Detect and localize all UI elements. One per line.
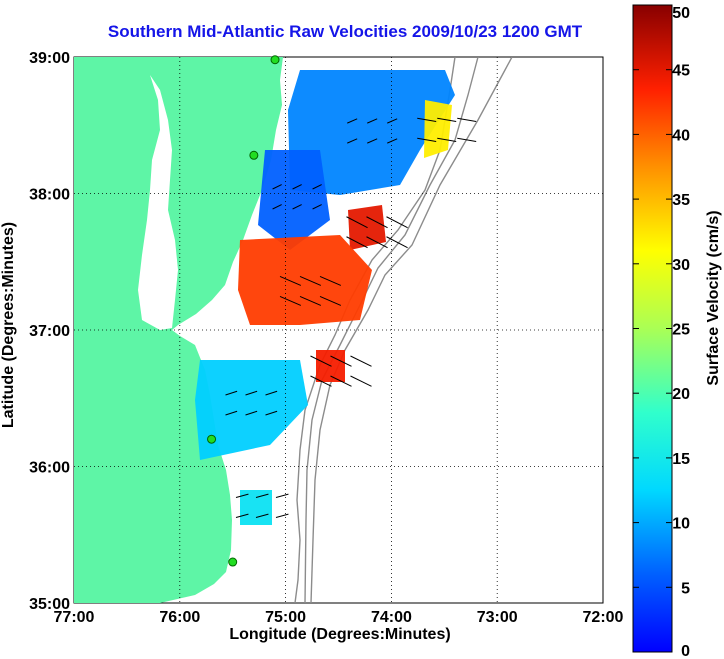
velocity-arrow — [346, 236, 368, 249]
velocity-arrow — [275, 513, 289, 518]
velocity-arrow — [235, 513, 249, 518]
velocity-arrow — [310, 375, 332, 387]
velocity-arrow — [437, 137, 457, 142]
velocity-arrow — [347, 138, 358, 144]
velocity-arrow — [457, 117, 477, 122]
velocity-arrow — [366, 216, 388, 229]
x-tick-label: 74:00 — [371, 609, 412, 626]
velocity-arrow — [275, 493, 289, 498]
velocity-arrow — [386, 216, 408, 229]
y-tick-label: 39:00 — [29, 50, 70, 67]
velocity-arrow — [299, 275, 322, 286]
velocity-arrow — [265, 390, 278, 396]
y-tick-label: 36:00 — [29, 460, 70, 477]
velocity-arrow — [225, 390, 238, 396]
velocity-arrow — [367, 118, 378, 124]
x-tick-label: 77:00 — [54, 609, 95, 626]
radar-station-marker — [270, 55, 280, 65]
colorbar-label: Surface Velocity (cm/s) — [705, 210, 722, 385]
velocity-arrow — [292, 204, 302, 210]
colorbar-tick-label: 0 — [681, 643, 690, 659]
velocity-arrow — [386, 236, 408, 249]
velocity-field — [195, 70, 477, 525]
velocity-arrow — [255, 513, 269, 518]
x-axis-ticks: 77:00 76:00 75:00 74:00 73:00 72:00 — [54, 609, 624, 626]
x-tick-label: 73:00 — [477, 609, 518, 626]
colorbar-tick-label: 20 — [672, 386, 690, 403]
x-tick-label: 75:00 — [265, 609, 306, 626]
colorbar-tick-label: 15 — [672, 451, 690, 468]
velocity-arrow — [387, 138, 398, 144]
velocity-arrow — [312, 184, 322, 190]
colorbar-tick-label: 5 — [681, 580, 690, 597]
y-axis-ticks: 39:00 38:00 37:00 36:00 35:00 — [29, 50, 70, 613]
velocity-arrow — [366, 236, 388, 249]
x-tick-label: 72:00 — [583, 609, 624, 626]
colorbar-tick-label: 50 — [672, 5, 690, 22]
velocity-arrow — [387, 118, 398, 124]
velocity-arrow — [255, 493, 269, 498]
velocity-arrow — [350, 375, 372, 387]
velocity-arrow — [279, 295, 302, 306]
map-title: Southern Mid-Atlantic Raw Velocities 200… — [107, 22, 583, 41]
velocity-arrow — [367, 138, 378, 144]
velocity-arrow — [265, 410, 278, 416]
y-tick-label: 37:00 — [29, 323, 70, 340]
velocity-arrow — [346, 216, 368, 229]
velocity-region-hudson-north — [424, 100, 452, 158]
colorbar-tick-label: 35 — [672, 192, 690, 209]
velocity-region-cape-may-shelf — [288, 70, 455, 195]
velocity-arrow — [279, 275, 302, 286]
radar-station-marker — [207, 434, 217, 444]
velocity-arrow — [319, 295, 342, 306]
y-tick-label: 38:00 — [29, 187, 70, 204]
velocity-arrow — [310, 355, 332, 367]
colorbar-tick-label: 45 — [672, 63, 690, 80]
colorbar-tick-label: 25 — [672, 322, 690, 339]
chesapeake-bay — [138, 75, 178, 330]
velocity-arrow — [312, 204, 322, 210]
velocity-arrow — [245, 390, 258, 396]
y-tick-label: 35:00 — [29, 596, 70, 613]
x-axis-label: Longitude (Degrees:Minutes) — [229, 626, 450, 643]
velocity-arrow — [319, 275, 342, 286]
velocity-arrow — [330, 355, 352, 367]
velocity-arrow — [272, 184, 282, 190]
velocity-arrow — [245, 410, 258, 416]
grid-lines — [74, 57, 603, 603]
velocity-arrow — [347, 118, 358, 124]
velocity-arrow — [350, 355, 372, 367]
radar-stations — [207, 55, 280, 567]
x-tick-label: 76:00 — [159, 609, 200, 626]
radar-station-marker — [249, 150, 259, 160]
velocity-region-hatteras — [240, 490, 272, 525]
radar-station-marker — [228, 557, 238, 567]
velocity-region-mouth-of-bay — [238, 235, 372, 325]
velocity-arrow — [417, 137, 437, 142]
velocity-arrow — [417, 117, 437, 122]
velocity-arrow — [292, 184, 302, 190]
velocity-region-outer-banks — [195, 360, 308, 460]
colorbar-tick-label: 10 — [672, 516, 690, 533]
y-axis-label: Latitude (Degrees:Minutes) — [0, 222, 17, 428]
velocity-arrow — [235, 493, 249, 498]
velocity-arrow — [330, 375, 352, 387]
velocity-region-delmarva-nearshore — [258, 150, 330, 250]
colorbar-tick-label: 30 — [672, 257, 690, 274]
velocity-arrow — [225, 410, 238, 416]
velocity-arrow — [437, 117, 457, 122]
colorbar-tick-label: 40 — [672, 127, 690, 144]
velocity-arrow — [457, 137, 477, 142]
velocity-arrow — [299, 295, 322, 306]
map-plot — [73, 55, 604, 604]
velocity-arrow — [272, 204, 282, 210]
